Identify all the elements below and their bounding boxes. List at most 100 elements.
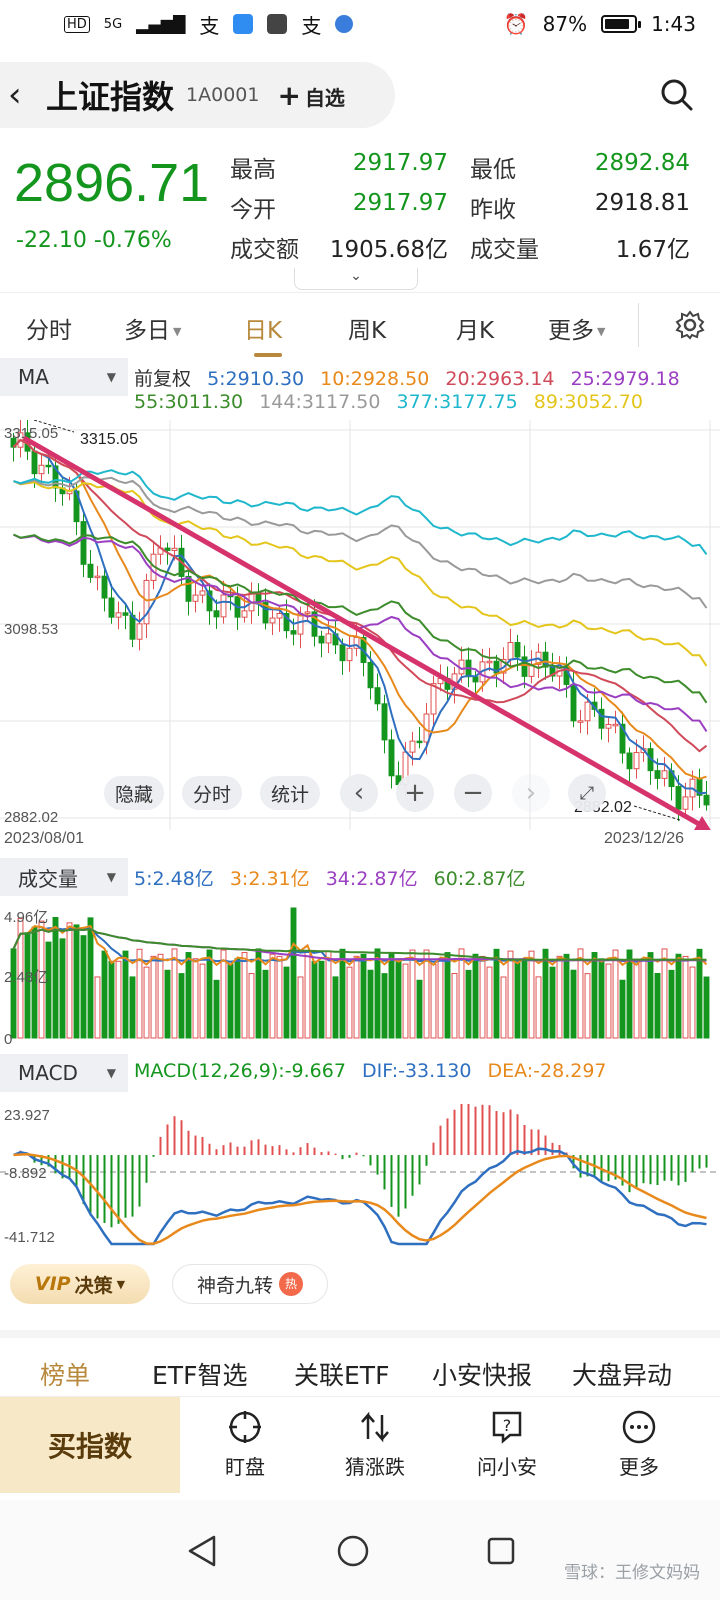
vip-decision-button[interactable]: VIP 决策 ▼ [10, 1264, 150, 1304]
volume-chart[interactable]: 4.96亿 2.48亿 0 [0, 898, 720, 1048]
candle-down [52, 465, 59, 489]
ask-assistant-button[interactable]: ? 问小安 [452, 1405, 562, 1489]
turnover-value: 1905.68亿 [329, 237, 448, 263]
volume-bar-down [318, 960, 325, 1039]
tab-intraday[interactable]: 分时 [26, 311, 72, 345]
quote-panel: 2896.71 -22.10 -0.76% 最高 2917.97 最低 2892… [0, 140, 720, 268]
ma-selector-label: MA [18, 365, 49, 389]
volume-bar-up [556, 955, 563, 1039]
open-value: 2917.97 [352, 190, 448, 216]
action-bar: 买指数 盯盘 猜涨跌 ? 问小安 更多 [0, 1396, 720, 1493]
add-watchlist-button[interactable]: + 自选 [277, 79, 344, 112]
tab-more[interactable]: 更多 ▼ [548, 311, 605, 345]
magic-nine-button[interactable]: 神奇九转热 [172, 1264, 328, 1304]
volume-bar-down [598, 958, 605, 1039]
intraday-button[interactable]: 分时 [182, 776, 242, 810]
intraday-button-label: 分时 [192, 783, 231, 806]
candle-up [325, 633, 332, 644]
volume-bar-down [80, 935, 87, 1039]
ma-legend-item: 89:3052.70 [533, 391, 643, 413]
volume-bar-down [339, 948, 346, 1039]
dif-line [13, 1147, 707, 1246]
expand-quote-button[interactable]: ⌄ [294, 268, 418, 290]
volume-value: 1.67亿 [615, 237, 690, 263]
candlestick-chart[interactable]: 3315.05 3098.53 2882.02 3315.05 2882.02 [0, 420, 720, 830]
volume-label: 成交量 [470, 237, 539, 263]
tab-monthly-k[interactable]: 月K [456, 311, 494, 345]
expand-chart-icon[interactable]: ⤢ [568, 774, 606, 812]
ma-legend-row2: 55:3011.30 144:3117.50 377:3177.75 89:30… [134, 391, 653, 413]
volume-bar-up [458, 948, 465, 1039]
scroll-left-icon[interactable]: ‹ [340, 774, 378, 812]
volume-bar-down [255, 948, 262, 1039]
ma-line-5 [12, 438, 707, 795]
category-tab-related-etf[interactable]: 关联ETF [294, 1361, 390, 1390]
mail-icon [267, 14, 288, 34]
candle-up [269, 617, 276, 624]
high-marker-line [33, 420, 75, 433]
volume-bar-down [549, 966, 556, 1039]
volume-bar-down [367, 969, 374, 1039]
prev-close-value: 2918.81 [594, 190, 690, 216]
search-icon[interactable] [660, 78, 694, 112]
tab-multiday[interactable]: 多日 ▼ [124, 311, 181, 345]
ma-legend-item: 144:3117.50 [259, 391, 381, 413]
volume-bar-up [661, 948, 668, 1039]
volume-bar-down [360, 953, 367, 1039]
ma-selector[interactable]: MA ▼ [0, 358, 128, 396]
candle-down [381, 703, 388, 741]
turnover-label: 成交额 [230, 237, 299, 263]
category-tab-news[interactable]: 小安快报 [432, 1361, 533, 1390]
hide-button[interactable]: 隐藏 [104, 776, 164, 810]
buy-index-button[interactable]: 买指数 [0, 1397, 180, 1493]
stats-button-label: 统计 [270, 783, 309, 806]
y-axis-label-low: 2882.02 [4, 809, 58, 826]
low-label: 最低 [470, 157, 516, 183]
volume-selector[interactable]: 成交量 ▼ [0, 858, 128, 896]
watch-market-label: 盯盘 [225, 1455, 265, 1479]
more-actions-button[interactable]: 更多 [584, 1405, 694, 1489]
candle-up [136, 623, 143, 640]
candle-down [388, 739, 395, 777]
category-tab-market-moves[interactable]: 大盘异动 [572, 1361, 673, 1390]
category-tab-etf-select[interactable]: ETF智选 [152, 1361, 248, 1390]
volume-bar-up [633, 963, 640, 1039]
candle-down [570, 683, 577, 722]
signal-indicator: 5G [103, 16, 123, 32]
nav-back-icon[interactable] [186, 1534, 218, 1568]
volume-bar-up [437, 958, 444, 1039]
nav-home-icon[interactable] [336, 1534, 370, 1568]
back-icon[interactable]: ‹ [8, 75, 22, 115]
watch-market-button[interactable]: 盯盘 [190, 1405, 300, 1489]
zoom-out-icon[interactable]: − [454, 774, 492, 812]
tab-weekly-k[interactable]: 周K [348, 311, 386, 345]
stats-button[interactable]: 统计 [260, 776, 320, 810]
status-bar: HD 5G ▂▄▆█ 支 支 ⏰ 87% 1:43 [0, 0, 720, 48]
macd-chart[interactable]: 23.927 -8.892 -41.712 [0, 1094, 720, 1254]
candle-up [486, 660, 493, 664]
volume-bar-down [87, 917, 94, 1039]
category-tab-ranking[interactable]: 榜单 [40, 1361, 91, 1390]
ma-line-20 [12, 438, 708, 753]
volume-bar-up [325, 950, 332, 1039]
guess-updown-button[interactable]: 猜涨跌 [320, 1405, 430, 1489]
volume-bar-up [451, 973, 458, 1039]
macd-selector[interactable]: MACD ▼ [0, 1054, 128, 1092]
volume-bar-down [395, 958, 402, 1039]
tab-daily-k[interactable]: 日K [244, 311, 282, 345]
gear-icon[interactable] [674, 309, 706, 341]
scroll-right-icon[interactable]: › [512, 774, 550, 812]
ma-line-55 [13, 533, 708, 704]
system-nav-bar: 雪球：王修文妈妈 [0, 1500, 720, 1600]
zoom-in-icon[interactable]: + [396, 774, 434, 812]
volume-bar-up [528, 950, 535, 1039]
volume-legend-item: 3:2.31亿 [229, 868, 310, 890]
volume-ma-line [12, 927, 707, 961]
stock-code: 1A0001 [186, 84, 260, 106]
candle-down [472, 676, 479, 683]
candle-up [346, 647, 353, 662]
nav-recents-icon[interactable] [486, 1536, 516, 1566]
volume-bar-down [493, 948, 500, 1039]
candle-up [577, 720, 584, 723]
volume-legend-item: 5:2.48亿 [134, 868, 214, 890]
